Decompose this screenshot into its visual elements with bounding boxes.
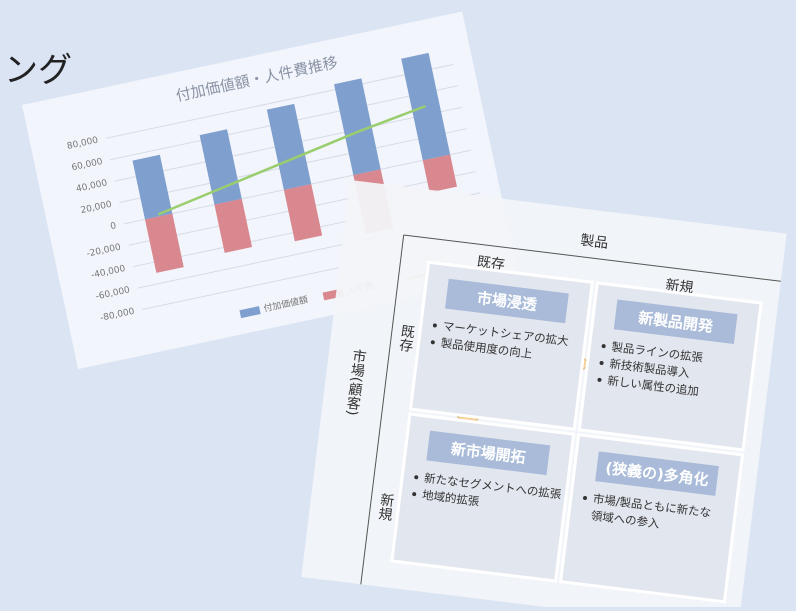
bar [199, 129, 242, 205]
bullet [414, 475, 419, 480]
quadrant-title-box [613, 299, 738, 345]
bar [214, 198, 253, 253]
bullet [412, 492, 417, 497]
bar [422, 154, 457, 193]
bullet [597, 377, 602, 382]
y-tick-label: 0 [110, 221, 118, 232]
heading-line: ング [4, 51, 72, 91]
bar [132, 154, 173, 220]
axis-line [403, 234, 781, 282]
bar [144, 213, 184, 273]
matrix-slide: 製品 既存 新規 市場(顧客) 既存 新規 市場浸透マーケットシェアの拡大製品使… [301, 180, 787, 611]
bullet [601, 344, 606, 349]
legend-swatch [239, 306, 261, 319]
bullet [430, 340, 435, 345]
market-existing: 既存 [396, 323, 415, 353]
quadrant-title-box [595, 451, 719, 496]
axis-line [360, 234, 405, 585]
grid-line [105, 64, 454, 139]
quadrant-title-box [445, 278, 569, 324]
bullet [432, 323, 437, 328]
quadrant-title-box [426, 430, 551, 476]
bullet [599, 361, 604, 366]
bar [266, 103, 312, 190]
bullet [582, 496, 587, 501]
product-axis: 製品 [579, 233, 609, 252]
heading-fragment [0, 0, 24, 25]
market-new: 新規 [376, 492, 395, 523]
bar [283, 184, 323, 242]
bar [333, 78, 381, 176]
line [157, 104, 426, 216]
